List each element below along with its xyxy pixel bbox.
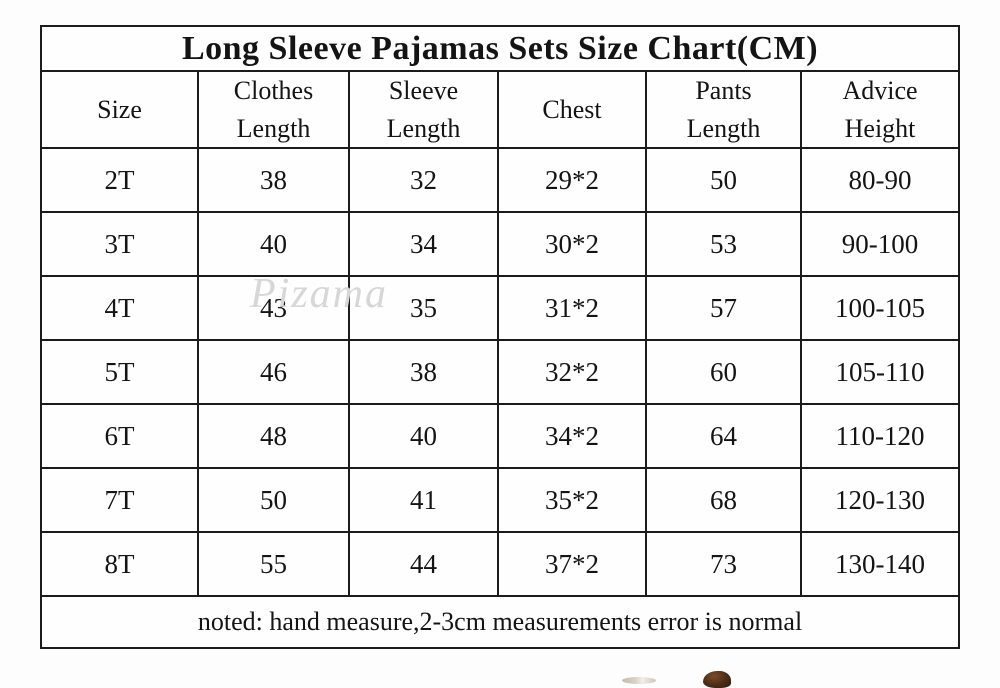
chest-cell: 32*2: [497, 339, 647, 406]
sleeve-length-cell: 34: [348, 211, 499, 278]
size-cell: 3T: [40, 211, 199, 278]
advice-height-cell: 130-140: [799, 531, 961, 598]
page-title: Long Sleeve Pajamas Sets Size Chart(CM): [39, 25, 961, 72]
column-header-advice-height: Advice Height: [799, 69, 961, 150]
table-row: 4T 43 35 31*2 57 100-105: [40, 275, 961, 342]
advice-height-cell: 100-105: [799, 275, 961, 342]
clothes-length-cell: 46: [197, 339, 350, 406]
cutoff-photo-fragment-light: [622, 677, 656, 684]
clothes-length-cell: 50: [197, 467, 350, 534]
pants-length-cell: 53: [645, 211, 802, 278]
title-row: Long Sleeve Pajamas Sets Size Chart(CM): [39, 25, 961, 72]
sleeve-length-cell: 38: [348, 339, 499, 406]
pants-length-cell: 50: [645, 147, 802, 214]
column-header-size: Size: [40, 69, 199, 150]
table-row: 5T 46 38 32*2 60 105-110: [40, 339, 961, 406]
chest-cell: 30*2: [497, 211, 647, 278]
clothes-length-cell: 40: [197, 211, 350, 278]
table-row: 6T 48 40 34*2 64 110-120: [40, 403, 961, 470]
measurement-note: noted: hand measure,2-3cm measurements e…: [39, 595, 961, 650]
sleeve-length-cell: 32: [348, 147, 499, 214]
size-cell: 6T: [40, 403, 199, 470]
chest-cell: 29*2: [497, 147, 647, 214]
clothes-length-cell: 48: [197, 403, 350, 470]
sleeve-length-cell: 40: [348, 403, 499, 470]
size-cell: 4T: [40, 275, 199, 342]
column-header-clothes-length: Clothes Length: [197, 69, 350, 150]
chest-cell: 31*2: [497, 275, 647, 342]
column-header-pants-length: Pants Length: [645, 69, 802, 150]
pants-length-cell: 68: [645, 467, 802, 534]
advice-height-cell: 90-100: [799, 211, 961, 278]
chest-cell: 37*2: [497, 531, 647, 598]
chest-cell: 34*2: [497, 403, 647, 470]
table-row: 3T 40 34 30*2 53 90-100: [40, 211, 961, 278]
advice-height-cell: 80-90: [799, 147, 961, 214]
column-header-sleeve-length: Sleeve Length: [348, 69, 499, 150]
sleeve-length-cell: 35: [348, 275, 499, 342]
note-row: noted: hand measure,2-3cm measurements e…: [39, 595, 961, 650]
table-row: 2T 38 32 29*2 50 80-90: [40, 147, 961, 214]
clothes-length-cell: 38: [197, 147, 350, 214]
size-cell: 8T: [40, 531, 199, 598]
table-row: 8T 55 44 37*2 73 130-140: [40, 531, 961, 598]
advice-height-cell: 120-130: [799, 467, 961, 534]
size-cell: 7T: [40, 467, 199, 534]
clothes-length-cell: 55: [197, 531, 350, 598]
sleeve-length-cell: 41: [348, 467, 499, 534]
size-cell: 2T: [40, 147, 199, 214]
cutoff-photo-fragment-dark: [703, 671, 731, 688]
pants-length-cell: 57: [645, 275, 802, 342]
advice-height-cell: 110-120: [799, 403, 961, 470]
size-chart-table: Long Sleeve Pajamas Sets Size Chart(CM) …: [39, 25, 961, 650]
pants-length-cell: 73: [645, 531, 802, 598]
size-cell: 5T: [40, 339, 199, 406]
header-row: Size Clothes Length Sleeve Length Chest …: [40, 69, 961, 150]
pants-length-cell: 60: [645, 339, 802, 406]
clothes-length-cell: 43: [197, 275, 350, 342]
advice-height-cell: 105-110: [799, 339, 961, 406]
pants-length-cell: 64: [645, 403, 802, 470]
column-header-chest: Chest: [497, 69, 647, 150]
table-row: 7T 50 41 35*2 68 120-130: [40, 467, 961, 534]
chest-cell: 35*2: [497, 467, 647, 534]
sleeve-length-cell: 44: [348, 531, 499, 598]
